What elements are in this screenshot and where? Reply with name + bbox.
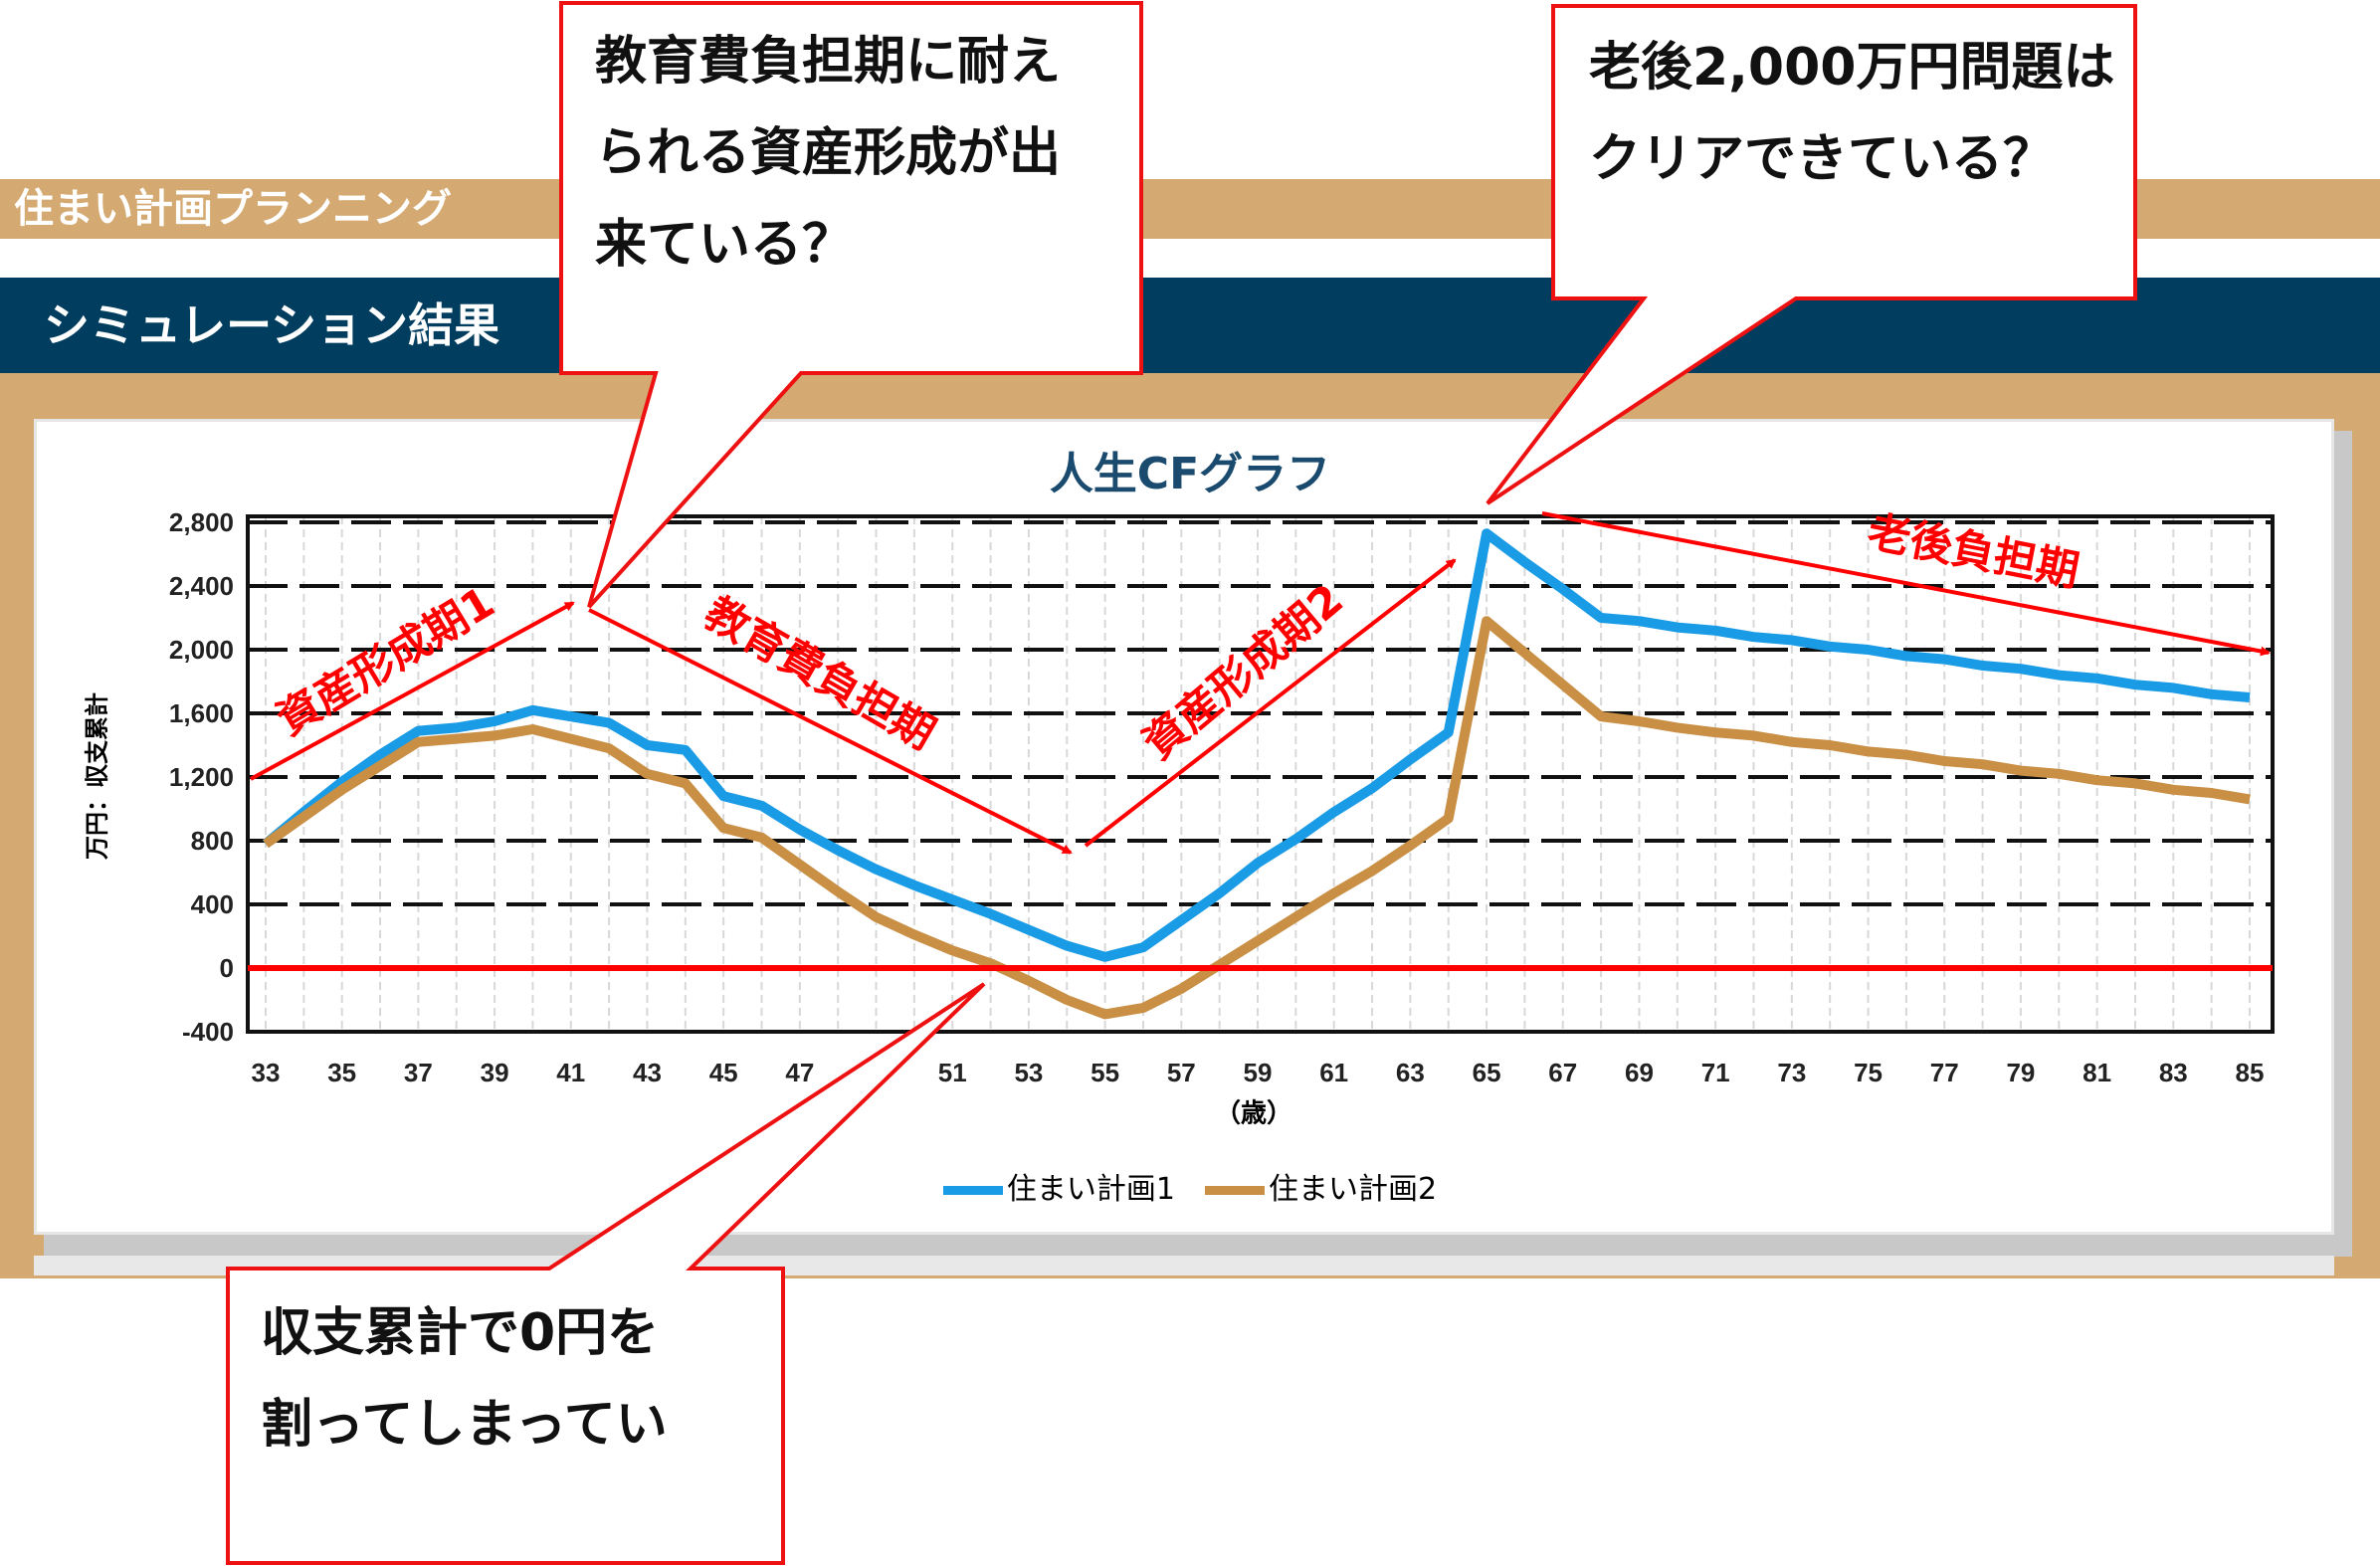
callout-line: 来ている？: [595, 215, 855, 275]
x-tick-label: 39: [481, 1058, 509, 1087]
x-tick-label: 65: [1473, 1058, 1501, 1087]
subsection-title: シミュレーション結果: [44, 298, 500, 352]
x-tick-label: 67: [1548, 1058, 1577, 1087]
x-tick-label: 53: [1014, 1058, 1043, 1087]
callout-retirement: 老後2,000万円問題は クリアできている？: [1589, 22, 2114, 205]
x-tick-label: 37: [404, 1058, 433, 1087]
x-axis-label: （歳）: [1214, 1098, 1293, 1129]
y-tick-label: 1,600: [169, 698, 234, 728]
x-tick-label: 43: [633, 1058, 662, 1087]
x-tick-label: 83: [2159, 1058, 2188, 1087]
x-tick-label: 35: [327, 1058, 356, 1087]
annotation-education: 教育費負担期: [696, 588, 943, 759]
arrow-retirement: [1541, 511, 2271, 657]
callout-education: 教育費負担期に耐え られる資産形成が出 来ている？: [595, 16, 1061, 291]
x-tick-label: 81: [2082, 1058, 2111, 1087]
legend-item-plan1: 住まい計画1: [942, 1164, 1175, 1208]
legend-item-plan2: 住まい計画2: [1205, 1164, 1437, 1208]
y-tick-label: 2,000: [169, 635, 234, 665]
x-tick-label: 59: [1244, 1058, 1273, 1087]
legend-label: 住まい計画2: [1269, 1172, 1438, 1207]
annotation-phase2: 資産形成期2: [1134, 575, 1353, 770]
chart-container: [34, 419, 2334, 1235]
arrow-phase2: [1084, 558, 1457, 848]
y-tick-label: -400: [182, 1017, 234, 1047]
y-tick-label: 2,400: [169, 571, 234, 601]
x-tick-label: 45: [709, 1058, 738, 1087]
y-tick-label: 800: [191, 826, 234, 856]
legend-label: 住まい計画1: [1006, 1172, 1175, 1207]
y-tick-label: 2,800: [169, 507, 234, 537]
x-tick-label: 57: [1167, 1058, 1196, 1087]
y-tick-label: 1,200: [169, 762, 234, 792]
legend-swatch: [1205, 1186, 1265, 1195]
callout-negative-box: [226, 982, 986, 1565]
callout-line: られる資産形成が出: [595, 123, 1062, 183]
callout-education-box: [559, 1, 1143, 609]
chart-title: 人生CFグラフ: [1049, 449, 1331, 499]
x-tick-label: 63: [1396, 1058, 1425, 1087]
x-tick-label: 61: [1319, 1058, 1348, 1087]
x-tick-label: 77: [1930, 1058, 1959, 1087]
x-tick-label: 47: [785, 1058, 814, 1087]
x-tick-label: 85: [2236, 1058, 2265, 1087]
callout-line: 割ってしまってい: [261, 1395, 668, 1455]
section-title: 住まい計画プランニング: [14, 186, 452, 232]
x-tick-label: 55: [1091, 1058, 1119, 1087]
callout-line: 収支累計で0円を: [261, 1303, 660, 1363]
callout-line: クリアできている？: [1589, 129, 2056, 189]
x-tick-label: 73: [1777, 1058, 1806, 1087]
arrow-phase1: [250, 601, 575, 781]
x-tick-label: 69: [1625, 1058, 1654, 1087]
legend: 住まい計画1 住まい計画2: [0, 1164, 2380, 1208]
callout-line: 老後2,000万円問題は: [1589, 38, 2115, 98]
x-tick-label: 51: [938, 1058, 967, 1087]
legend-swatch: [942, 1186, 1003, 1195]
arrow-education: [588, 608, 1073, 855]
x-tick-label: 79: [2006, 1058, 2035, 1087]
x-tick-label: 33: [252, 1058, 281, 1087]
callout-line: 教育費負担期に耐え: [595, 32, 1062, 92]
y-tick-label: 0: [220, 953, 234, 983]
y-tick-label: 400: [191, 889, 234, 919]
callout-retirement-box: [1486, 4, 2137, 505]
plot-frame: [246, 514, 2275, 1034]
x-tick-label: 75: [1854, 1058, 1883, 1087]
callout-negative: 収支累計で0円を 割ってしまってい: [261, 1287, 668, 1470]
x-tick-label: 71: [1701, 1058, 1730, 1087]
x-tick-label: 41: [556, 1058, 585, 1087]
